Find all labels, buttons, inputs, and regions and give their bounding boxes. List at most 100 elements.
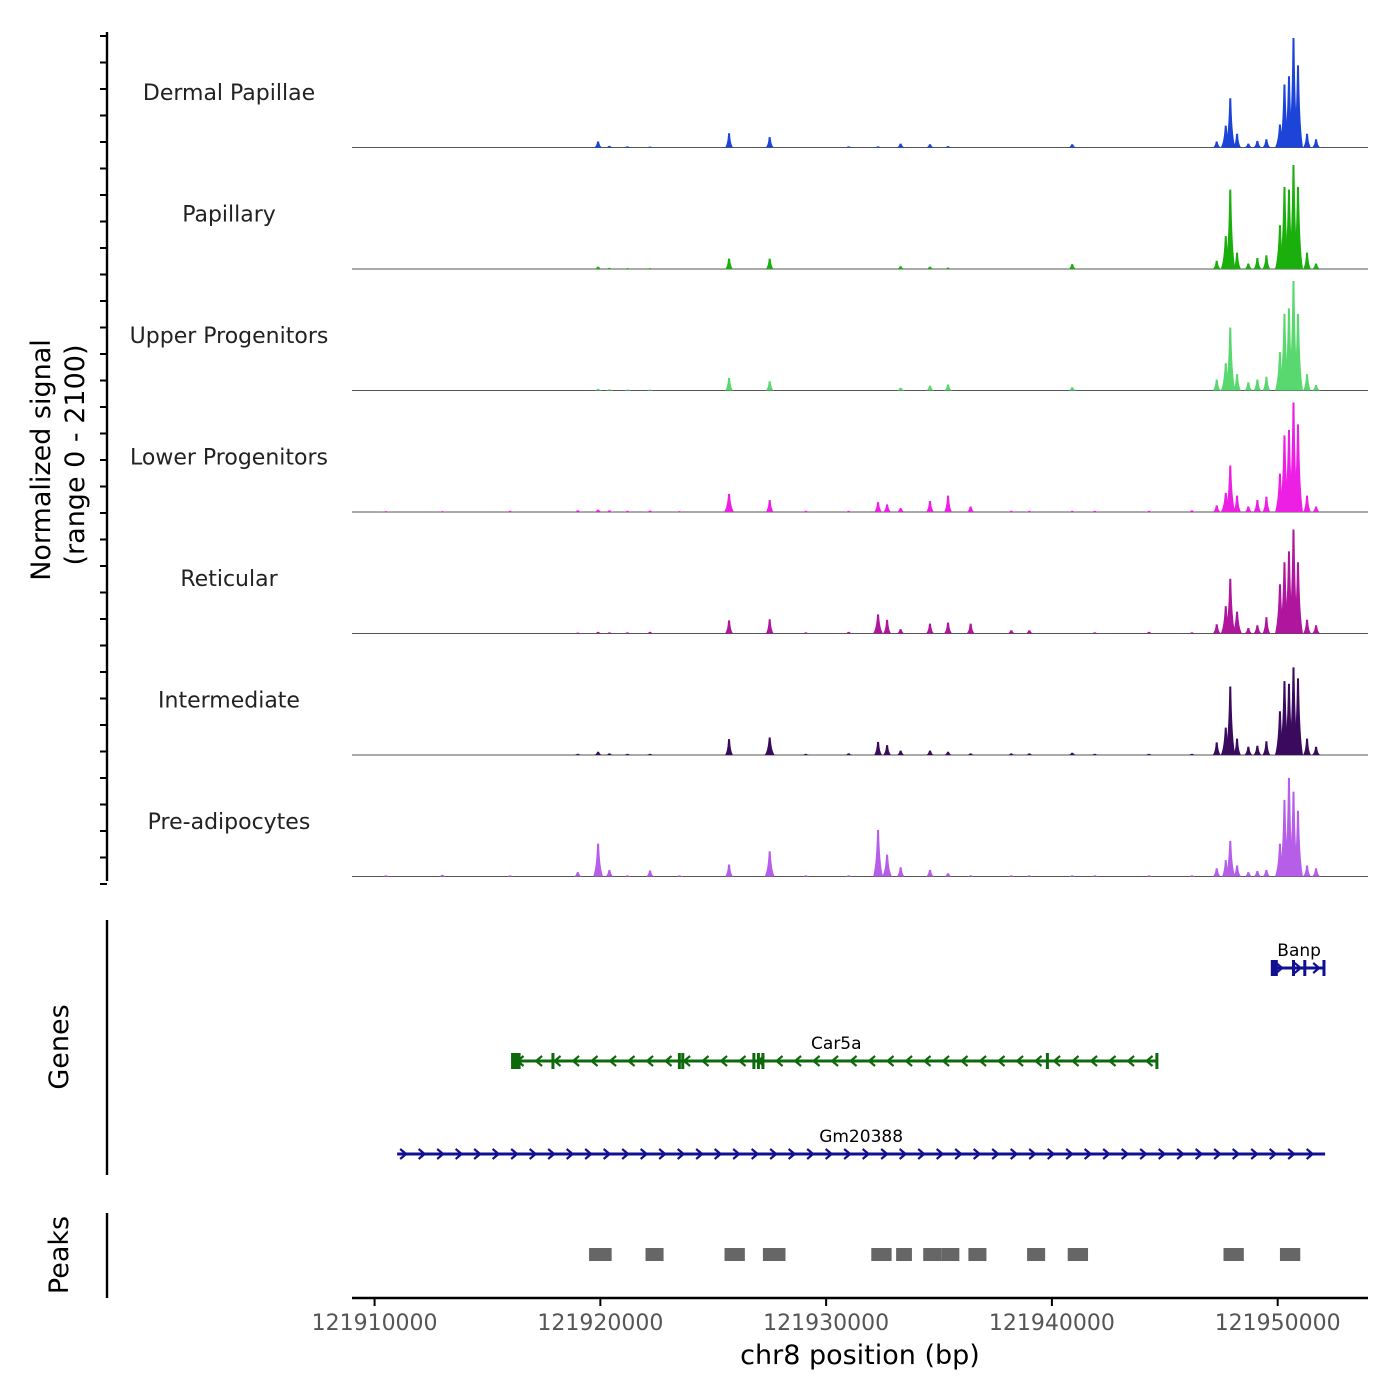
peak-interval (941, 1248, 960, 1261)
coverage-peak (801, 753, 810, 755)
strand-arrow (917, 1148, 926, 1160)
coverage-peak (1144, 875, 1153, 877)
coverage-peak (1090, 632, 1099, 634)
coverage-peak (896, 629, 905, 634)
coverage-peak (1253, 745, 1262, 755)
gene-exon (517, 1053, 521, 1069)
coverage-peak (506, 510, 515, 512)
track-dermal-papillae: Dermal Papillae (143, 37, 1368, 148)
gene-label: Banp (1277, 941, 1321, 961)
peak-interval (1067, 1248, 1089, 1261)
x-tick-label: 121950000 (1215, 1311, 1341, 1336)
coverage-peak (883, 745, 892, 755)
x-tick-label: 121910000 (312, 1311, 438, 1336)
track-label: Upper Progenitors (130, 324, 329, 349)
coverage-peak (646, 389, 655, 391)
coverage-peak (1212, 505, 1221, 512)
x-axis: 121910000 121920000 121930000 121940000 1219… (312, 1296, 1368, 1371)
strand-arrow (695, 1148, 704, 1160)
strand-arrow (1102, 1148, 1111, 1160)
coverage-tracks: Dermal Papillae Papillary Upper Progenitor… (130, 37, 1368, 877)
coverage-peak (623, 875, 632, 877)
coverage-ylabel-line2: (range 0 - 2100) (60, 345, 91, 566)
gene-exon (511, 1053, 519, 1069)
coverage-peak (1293, 810, 1304, 877)
coverage-peak (1312, 385, 1321, 391)
strand-arrow (1046, 1148, 1056, 1160)
coverage-peak (1303, 738, 1312, 755)
coverage-peak (1233, 495, 1242, 512)
coverage-peak (1244, 382, 1253, 391)
coverage-peak (605, 869, 614, 877)
coverage-peak (573, 753, 582, 755)
coverage-peak (873, 614, 884, 634)
coverage-peak (925, 266, 934, 269)
coverage-peak (801, 875, 810, 877)
coverage-peak (1312, 868, 1321, 877)
gene-exon (756, 1053, 760, 1069)
coverage-peak (1293, 65, 1304, 148)
gene-exon (681, 1053, 685, 1069)
coverage-peak (1007, 630, 1016, 634)
coverage-peak (844, 875, 853, 877)
coverage-peak (844, 146, 853, 148)
coverage-peak (623, 268, 632, 269)
coverage-peak (944, 751, 953, 755)
strand-arrow (959, 1055, 969, 1067)
coverage-peak (573, 632, 582, 634)
coverage-peak (896, 750, 905, 755)
strand-arrow (935, 1148, 945, 1160)
strand-arrow (1139, 1148, 1148, 1160)
gene-car5a: Car5a (511, 1034, 1159, 1069)
strand-arrow (584, 1148, 593, 1160)
coverage-peak (605, 389, 614, 391)
coverage-peak (1262, 376, 1271, 391)
strand-arrow (861, 1148, 871, 1160)
coverage-ylabel-line1: Normalized signal (26, 339, 57, 581)
coverage-peak (844, 631, 853, 634)
genes-panel: Genes Banp Car5a Gm20388 (44, 920, 1326, 1175)
gene-exon (1045, 1053, 1049, 1069)
strand-arrow (954, 1148, 963, 1160)
x-tick-label: 121920000 (537, 1311, 663, 1336)
strand-arrow (436, 1148, 445, 1160)
strand-arrow (885, 1055, 895, 1067)
coverage-peak (925, 144, 934, 148)
coverage-peak (1262, 617, 1271, 634)
coverage-peak (1068, 144, 1077, 148)
coverage-peak (1068, 510, 1077, 512)
track-label: Lower Progenitors (130, 446, 328, 471)
strand-arrow (1157, 1148, 1167, 1160)
coverage-peak (438, 511, 447, 512)
strand-arrow (1033, 1055, 1043, 1067)
coverage-peak (1007, 753, 1016, 755)
coverage-peak (1262, 496, 1271, 512)
coverage-peak (1187, 632, 1196, 634)
coverage-peak (1212, 141, 1221, 148)
x-tick-label: 121930000 (763, 1311, 889, 1336)
coverage-peak (605, 632, 614, 634)
coverage-peak (1244, 628, 1253, 634)
strand-arrow (399, 1148, 408, 1160)
coverage-peak (646, 870, 655, 877)
coverage-peak (896, 387, 905, 391)
coverage-peak (675, 875, 684, 877)
coverage-peak (725, 377, 734, 391)
coverage-peak (944, 873, 953, 877)
coverage-peak (594, 631, 603, 634)
coverage-peak (623, 510, 632, 512)
coverage-peak (1225, 578, 1236, 634)
strand-arrow (1070, 1055, 1080, 1067)
coverage-peak (1212, 260, 1221, 269)
coverage-peak (1303, 619, 1312, 634)
strand-arrow (793, 1055, 802, 1067)
strand-arrow (1120, 1148, 1130, 1160)
strand-arrow (922, 1055, 932, 1067)
track-label: Intermediate (158, 689, 300, 714)
strand-arrow (491, 1148, 501, 1160)
coverage-peak (593, 843, 604, 877)
strand-arrow (1107, 1055, 1117, 1067)
coverage-peak (1068, 752, 1077, 755)
x-tick-label: 121940000 (989, 1311, 1115, 1336)
